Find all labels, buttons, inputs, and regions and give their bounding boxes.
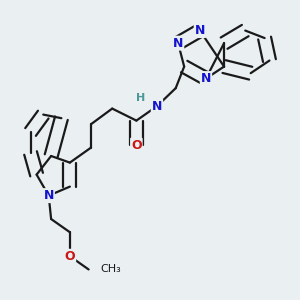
Text: N: N [195, 24, 205, 37]
Text: N: N [44, 189, 54, 202]
Text: N: N [201, 72, 211, 85]
Text: O: O [64, 250, 75, 263]
Text: N: N [152, 100, 162, 113]
Text: N: N [173, 37, 183, 50]
Text: CH₃: CH₃ [100, 264, 121, 274]
Text: H: H [136, 93, 145, 103]
Text: O: O [131, 139, 142, 152]
